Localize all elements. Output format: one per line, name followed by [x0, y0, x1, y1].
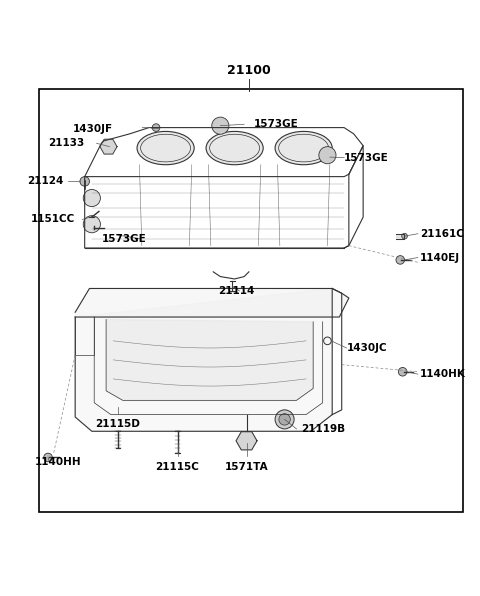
- Polygon shape: [75, 288, 349, 317]
- Circle shape: [402, 233, 408, 239]
- Text: 21114: 21114: [218, 286, 254, 296]
- Text: 21100: 21100: [227, 64, 271, 77]
- Ellipse shape: [137, 131, 194, 164]
- Circle shape: [319, 147, 336, 164]
- Text: 1573GE: 1573GE: [101, 234, 146, 244]
- Text: 1140EJ: 1140EJ: [420, 253, 460, 263]
- Text: 1140HK: 1140HK: [420, 369, 466, 379]
- Polygon shape: [75, 288, 332, 432]
- Circle shape: [212, 117, 229, 134]
- Text: 21115D: 21115D: [96, 420, 141, 429]
- Text: 1140HH: 1140HH: [35, 457, 81, 467]
- Circle shape: [152, 124, 160, 131]
- Text: 1430JF: 1430JF: [73, 124, 113, 134]
- Text: 21161C: 21161C: [420, 229, 464, 239]
- Circle shape: [279, 414, 290, 425]
- Circle shape: [80, 176, 89, 186]
- Circle shape: [398, 368, 407, 376]
- Text: 1573GE: 1573GE: [344, 153, 389, 163]
- Ellipse shape: [275, 131, 332, 164]
- Polygon shape: [236, 432, 257, 450]
- Text: 21133: 21133: [48, 138, 84, 148]
- Circle shape: [83, 216, 100, 233]
- Text: 21115C: 21115C: [156, 462, 200, 472]
- Circle shape: [83, 190, 100, 207]
- Ellipse shape: [206, 131, 263, 164]
- Text: 1430JC: 1430JC: [347, 343, 387, 353]
- Circle shape: [396, 256, 405, 264]
- Text: 1151CC: 1151CC: [31, 215, 75, 225]
- Bar: [39, 89, 463, 512]
- Text: 21119B: 21119B: [301, 424, 346, 434]
- Text: 1571TA: 1571TA: [225, 462, 268, 472]
- Text: 21124: 21124: [27, 176, 63, 187]
- Text: 1573GE: 1573GE: [253, 119, 299, 129]
- Polygon shape: [100, 139, 117, 154]
- Circle shape: [44, 453, 52, 462]
- Circle shape: [275, 410, 294, 429]
- Polygon shape: [106, 319, 313, 401]
- Polygon shape: [396, 234, 404, 238]
